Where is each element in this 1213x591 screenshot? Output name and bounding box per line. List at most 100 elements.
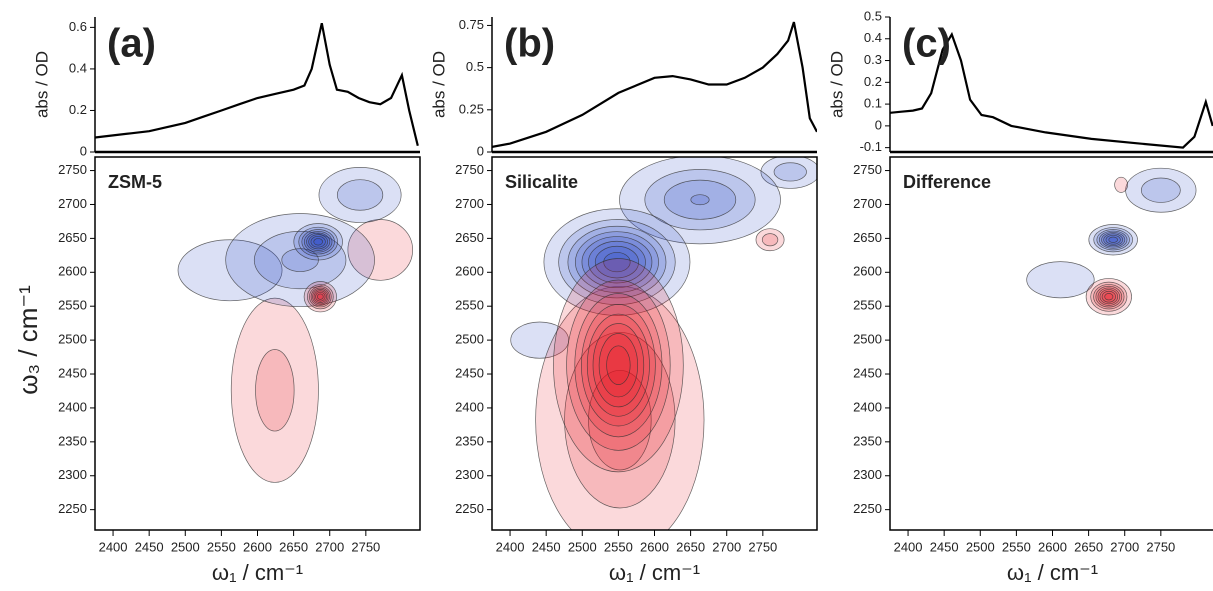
x-tick-label: 2400 xyxy=(99,539,128,554)
contour-level xyxy=(1104,293,1114,301)
contour-level xyxy=(303,281,337,313)
y-tick-label: 2300 xyxy=(58,467,87,482)
contour-level xyxy=(1088,224,1138,256)
y-tick-label: 0 xyxy=(875,117,882,132)
y-tick-label: 0 xyxy=(80,143,87,158)
contour-level xyxy=(293,223,343,261)
y-tick-label: 2600 xyxy=(853,264,882,279)
inset-label: Silicalite xyxy=(505,172,578,192)
x-tick-label: 2500 xyxy=(966,539,995,554)
y-tick-label: 2650 xyxy=(58,230,87,245)
y-tick-label: 2500 xyxy=(455,332,484,347)
y-tick-label: 0.3 xyxy=(864,52,882,67)
plot-area xyxy=(1026,167,1197,316)
plot-frame xyxy=(889,156,1213,531)
y-tick-label: -0.1 xyxy=(860,139,882,154)
contour-level xyxy=(755,228,785,252)
contour-level xyxy=(581,304,656,427)
y-tick-label: 2750 xyxy=(455,162,484,177)
y-tick-label: 0.25 xyxy=(459,101,484,116)
contour-level xyxy=(1099,289,1119,305)
y-tick-label: 2550 xyxy=(58,298,87,313)
contour-level xyxy=(308,234,329,250)
x-tick-label: 2750 xyxy=(351,539,380,554)
y-tick-label: 2400 xyxy=(58,399,87,414)
y-tick-label: 2700 xyxy=(853,196,882,211)
y-tick-label: 2650 xyxy=(455,230,484,245)
contour-level xyxy=(1103,233,1124,247)
y-tick-label: 0.4 xyxy=(864,30,882,45)
inset-label: Difference xyxy=(903,172,991,192)
x-tick-label: 2400 xyxy=(496,539,525,554)
y-tick-label: 2700 xyxy=(455,196,484,211)
y-tick-label: 2700 xyxy=(58,196,87,211)
x-tick-label: 2650 xyxy=(279,539,308,554)
y-tick-label: 0 xyxy=(477,143,484,158)
contour-level xyxy=(177,239,283,302)
y-axis-label: abs / OD xyxy=(429,51,448,118)
y-tick-label: 2500 xyxy=(58,332,87,347)
y-tick-label: 0.2 xyxy=(69,102,87,117)
contour-level xyxy=(566,279,671,451)
y-tick-label: 2450 xyxy=(58,365,87,380)
contour-level xyxy=(594,245,640,279)
contour-level xyxy=(663,179,737,220)
x-tick-label: 2750 xyxy=(1146,539,1175,554)
contour-level xyxy=(230,297,319,483)
x-tick-label: 2700 xyxy=(315,539,344,554)
x-tick-label: 2450 xyxy=(135,539,164,554)
plot-area xyxy=(890,31,1213,149)
y-tick-label: 2600 xyxy=(58,264,87,279)
contour-level xyxy=(1101,232,1126,248)
contour-level xyxy=(564,331,676,509)
y-tick-label: 2300 xyxy=(853,467,882,482)
x-tick-label: 2650 xyxy=(676,539,705,554)
y-tick-label: 2400 xyxy=(853,399,882,414)
contour-level xyxy=(760,157,817,189)
x-tick-label: 2500 xyxy=(568,539,597,554)
contour-level xyxy=(336,179,384,211)
x-axis-label: ω₁ / cm⁻¹ xyxy=(212,560,303,585)
panel-label: (a) xyxy=(107,22,156,66)
plot-area xyxy=(95,22,419,147)
spectrum-line xyxy=(492,21,817,148)
contour-level xyxy=(543,208,691,316)
contour-level xyxy=(588,369,652,471)
contour-level xyxy=(313,238,323,246)
x-tick-label: 2550 xyxy=(1002,539,1031,554)
y-tick-label: 0.1 xyxy=(864,96,882,111)
x-tick-label: 2450 xyxy=(930,539,959,554)
plot-area xyxy=(177,167,414,483)
contour-level xyxy=(644,169,756,231)
contour-level xyxy=(761,233,779,247)
y-tick-label: 0.5 xyxy=(466,59,484,74)
x-tick-label: 2450 xyxy=(532,539,561,554)
plot-area xyxy=(510,157,817,530)
contour-level xyxy=(310,235,326,248)
panel-label: (b) xyxy=(504,22,555,66)
y-tick-label: 2250 xyxy=(455,501,484,516)
contour-level xyxy=(586,313,650,417)
y-tick-label: 2750 xyxy=(853,162,882,177)
y-tick-label: 2550 xyxy=(455,298,484,313)
contour-level xyxy=(603,252,631,273)
x-tick-label: 2700 xyxy=(712,539,741,554)
y-tick-label: 0.6 xyxy=(69,19,87,34)
contour-level xyxy=(574,231,659,293)
spectrum-line xyxy=(95,22,419,147)
contour-level xyxy=(1140,177,1181,203)
contour-level xyxy=(606,345,631,385)
y-axis-label: abs / OD xyxy=(32,51,51,118)
y-tick-label: 2450 xyxy=(853,365,882,380)
contour-level xyxy=(1114,176,1128,193)
panel-label: (c) xyxy=(902,22,951,66)
x-tick-label: 2700 xyxy=(1110,539,1139,554)
y-axis-label: abs / OD xyxy=(827,51,846,118)
y-tick-label: 2350 xyxy=(853,433,882,448)
y-tick-label: 2550 xyxy=(853,298,882,313)
contour-level xyxy=(306,232,331,251)
contour-level xyxy=(225,213,375,308)
y-tick-label: 2650 xyxy=(853,230,882,245)
x-tick-label: 2750 xyxy=(748,539,777,554)
